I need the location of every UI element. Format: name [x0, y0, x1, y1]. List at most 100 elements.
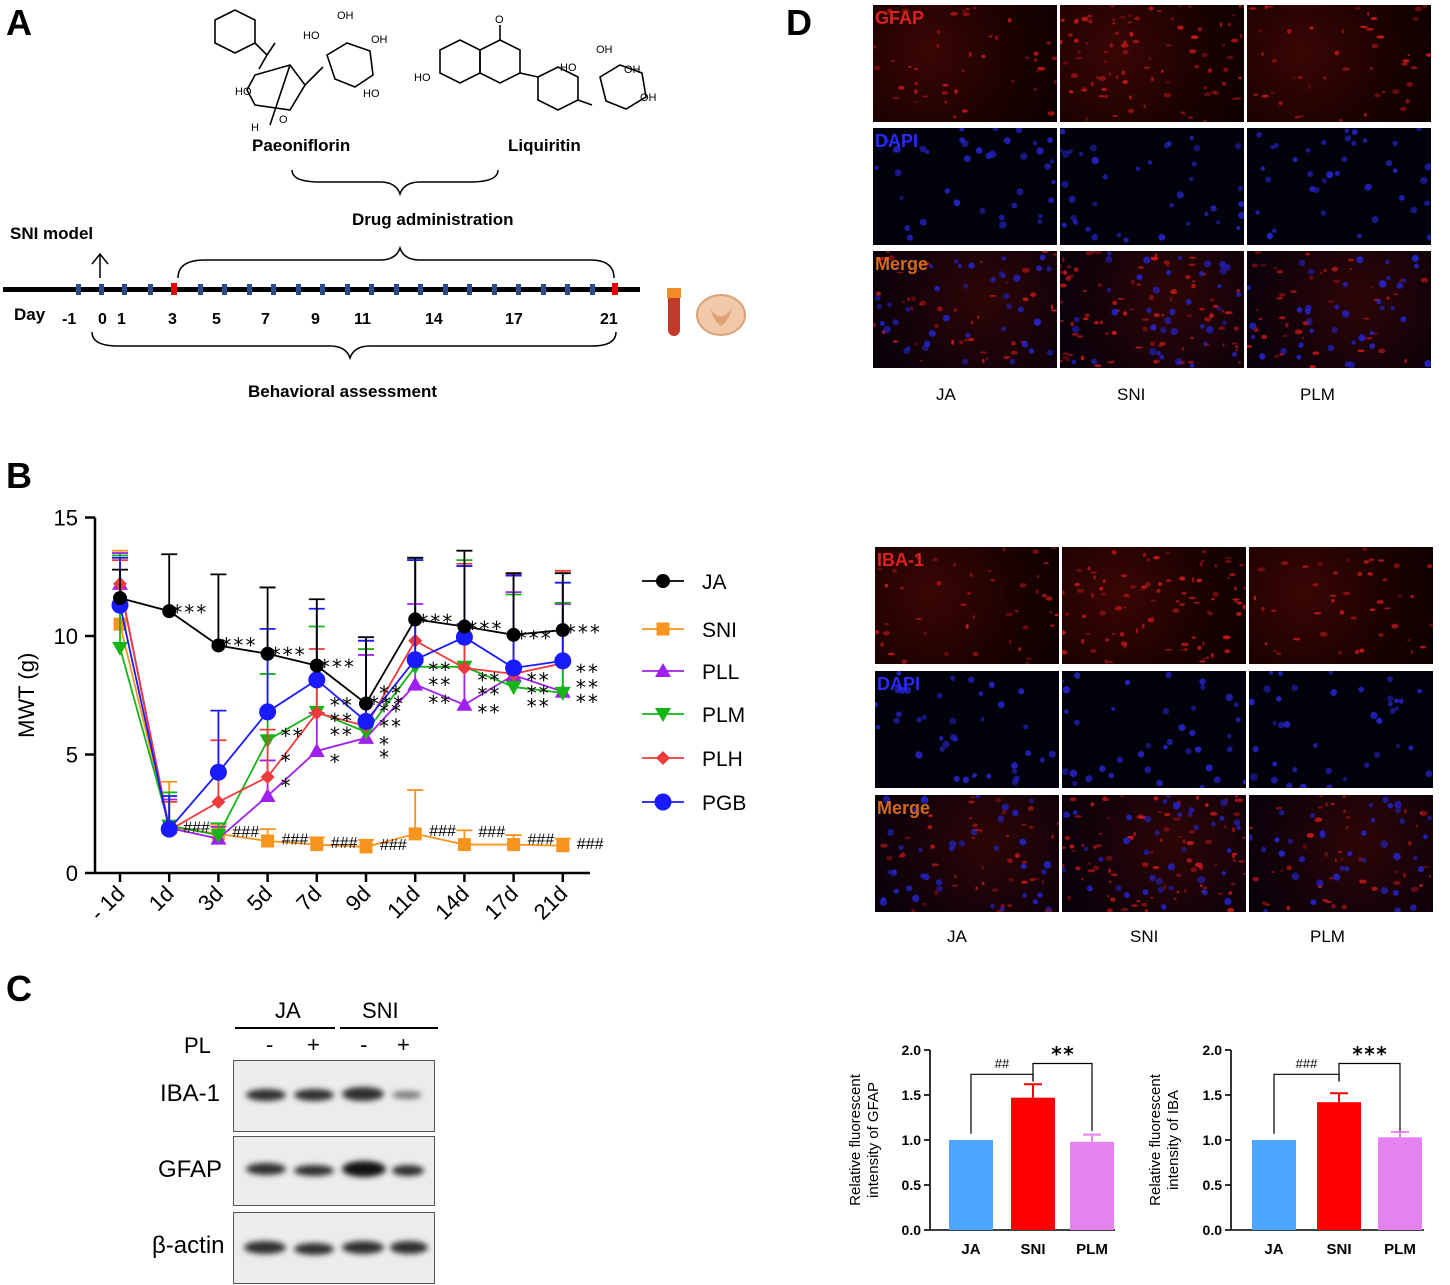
signal-spot	[1133, 831, 1136, 837]
nucleus-spot	[939, 736, 944, 741]
signal-spot	[915, 618, 923, 620]
signal-spot	[1280, 869, 1283, 873]
nucleus-spot	[1280, 347, 1287, 355]
nucleus-spot	[875, 724, 881, 730]
signal-spot	[936, 43, 939, 49]
nucleus-spot	[1298, 259, 1306, 267]
nucleus-spot	[1189, 729, 1196, 737]
nucleus-spot	[1159, 354, 1165, 360]
signal-spot	[1231, 342, 1238, 345]
nucleus-spot	[1020, 863, 1027, 870]
signal-spot	[1270, 609, 1277, 612]
signal-spot	[885, 251, 890, 254]
signal-spot	[1069, 844, 1075, 849]
significance-stars: ***	[565, 621, 601, 645]
signal-spot	[932, 557, 939, 562]
signal-spot	[1233, 586, 1237, 591]
signal-spot	[1060, 270, 1064, 275]
signal-spot	[1179, 648, 1186, 651]
nucleus-spot	[904, 225, 911, 232]
signal-spot	[1011, 80, 1015, 83]
nucleus-spot	[1305, 148, 1311, 153]
signal-spot	[1202, 886, 1208, 889]
signal-spot	[1107, 361, 1114, 364]
blot-label-iba1: IBA-1	[160, 1080, 221, 1107]
nucleus-spot	[1036, 147, 1044, 155]
x-tick-label: PLM	[1384, 1241, 1416, 1258]
signal-spot	[1239, 563, 1244, 567]
signal-spot	[1135, 346, 1144, 349]
nucleus-spot	[1401, 278, 1407, 283]
nucleus-spot	[1370, 711, 1378, 720]
nucleus-spot	[1351, 129, 1358, 136]
nucleus-spot	[1070, 214, 1077, 222]
signal-spot	[934, 323, 939, 329]
signal-spot	[1264, 642, 1268, 646]
signal-spot	[1319, 631, 1328, 637]
signal-spot	[1112, 300, 1118, 305]
data-point-ja	[309, 658, 324, 673]
nucleus-spot	[1146, 307, 1152, 314]
x-tick-label: SNI	[1326, 1241, 1351, 1258]
nucleus-spot	[986, 773, 992, 779]
nucleus-spot	[980, 717, 985, 722]
nucleus-spot	[1309, 328, 1314, 334]
signal-spot	[884, 583, 889, 588]
signal-spot	[1129, 31, 1134, 37]
x-tick-label: 5d	[242, 881, 277, 916]
signal-spot	[1301, 337, 1305, 340]
signal-spot	[1213, 90, 1219, 96]
signal-spot	[1362, 547, 1367, 551]
signal-spot	[1221, 44, 1226, 47]
signal-spot	[1286, 905, 1291, 911]
signal-spot	[1358, 879, 1367, 884]
nucleus-spot	[1021, 340, 1029, 348]
signal-spot	[1192, 577, 1195, 583]
nucleus-spot	[1019, 838, 1027, 846]
signal-spot	[1112, 18, 1116, 21]
signal-spot	[1337, 850, 1343, 854]
nucleus-spot	[1023, 724, 1029, 730]
nucleus-spot	[1278, 721, 1285, 729]
signal-spot	[1195, 795, 1200, 800]
nucleus-spot	[1162, 744, 1168, 750]
signal-spot	[1186, 858, 1193, 863]
nucleus-spot	[1188, 176, 1194, 182]
signal-spot	[1141, 862, 1149, 866]
nucleus-spot	[1361, 830, 1367, 836]
legend-label-pll: PLL	[702, 661, 739, 684]
signal-spot	[1062, 630, 1066, 635]
nucleus-spot	[887, 302, 892, 308]
nucleus-spot	[879, 898, 888, 906]
signal-spot	[1042, 562, 1050, 564]
nucleus-spot	[1072, 780, 1078, 786]
series-line-pll	[119, 583, 564, 840]
nucleus-spot	[1045, 905, 1052, 912]
signal-spot	[1110, 873, 1118, 877]
significance-stars: **	[378, 715, 402, 739]
signal-spot	[900, 5, 907, 7]
nucleus-spot	[1043, 860, 1052, 869]
signal-spot	[1332, 571, 1339, 575]
nucleus-spot	[1191, 161, 1197, 167]
signal-spot	[1247, 344, 1253, 349]
signal-spot	[953, 563, 956, 567]
signal-spot	[922, 262, 930, 266]
nucleus-spot	[1069, 769, 1078, 778]
micrograph-texture	[1062, 795, 1246, 912]
signal-spot	[1100, 320, 1103, 325]
signal-spot	[977, 315, 980, 319]
signal-spot	[1219, 22, 1222, 27]
signal-spot	[1305, 252, 1310, 256]
nucleus-spot	[1011, 778, 1019, 786]
legend-label-plh: PLH	[702, 748, 743, 771]
col-label-ja: JA	[947, 927, 967, 946]
nucleus-spot	[1249, 773, 1258, 781]
signal-spot	[1233, 97, 1242, 100]
nucleus-spot	[1201, 889, 1208, 896]
day-tick-label: 17	[505, 311, 523, 328]
signal-spot	[1127, 14, 1133, 17]
nucleus-spot	[1106, 287, 1112, 293]
nucleus-spot	[1047, 137, 1053, 144]
nucleus-spot	[1091, 233, 1098, 241]
